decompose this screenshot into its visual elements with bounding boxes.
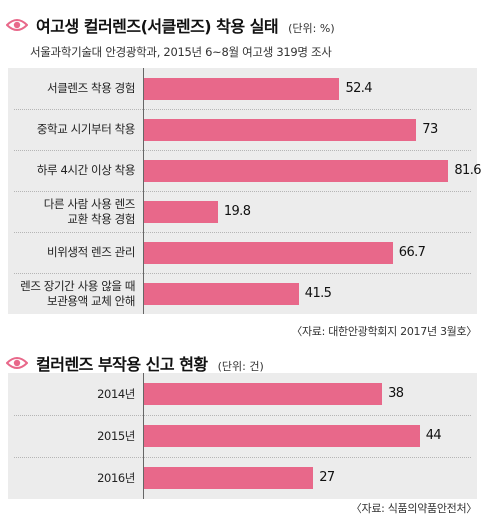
row-separator: [14, 415, 471, 416]
category-label: 2016년: [97, 470, 135, 485]
bar: [144, 425, 420, 447]
row-separator: [14, 457, 471, 458]
bar-value-label: 73: [422, 121, 438, 137]
category-label: 중학교 시기부터 착용: [36, 122, 136, 136]
bar: [144, 118, 417, 141]
category-label: 서클렌즈 착용 경험: [47, 81, 135, 95]
chart-1-subtitle: 서울과학기술대 안경광학과, 2015년 6~8월 여고생 319명 조사: [30, 45, 332, 59]
chart-1-title: 여고생 컬러렌즈(서클렌즈) 착용 실태: [36, 17, 279, 36]
eye-icon: [6, 357, 28, 369]
category-label: 다른 사람 사용 렌즈 교환 착용 경험: [43, 196, 136, 226]
eye-icon: [6, 19, 28, 31]
chart-1-unit: (단위: %): [288, 22, 335, 35]
y-axis-line: [143, 373, 144, 499]
bar-value-label: 52.4: [345, 80, 372, 96]
category-label: 하루 4시간 이상 착용: [36, 163, 136, 177]
bar-value-label: 44: [425, 428, 442, 443]
bar-value-label: 41.5: [304, 285, 332, 301]
bar: [144, 383, 383, 405]
chart-2-unit: (단위: 건): [217, 360, 264, 373]
chart-1-header: 여고생 컬러렌즈(서클렌즈) 착용 실태 (단위: %): [6, 13, 335, 37]
chart-1-source: 〈자료: 대한안광학회지 2017년 3월호〉: [291, 325, 477, 338]
bar: [144, 77, 340, 100]
bar: [144, 159, 449, 182]
category-label: 2014년: [97, 386, 135, 401]
row-separator: [14, 273, 471, 274]
chart-2-header: 컬러렌즈 부작용 신고 현황 (단위: 건): [6, 351, 264, 375]
bar: [144, 282, 299, 305]
bar-value-label: 27: [319, 470, 335, 485]
row-separator: [14, 232, 471, 233]
category-label: 렌즈 장기간 사용 않을 때 보관용액 교체 안해: [20, 278, 135, 308]
bar-value-label: 38: [388, 386, 404, 401]
row-separator: [14, 191, 471, 192]
chart-2-plot: 2014년 38 2015년 44 2016년 27: [0, 373, 485, 499]
chart-1-plot: 서클렌즈 착용 경험 52.4 중학교 시기부터 착용 73 하루 4시간 이상 착용 8…: [0, 68, 485, 314]
chart-1-panel: 여고생 컬러렌즈(서클렌즈) 착용 실태 (단위: %) 서울과학기술대 안경광…: [0, 13, 485, 338]
bar: [144, 467, 314, 489]
bar-value-label: 81.6: [454, 162, 481, 178]
row-separator: [14, 150, 471, 151]
chart-2-title: 컬러렌즈 부작용 신고 현황: [36, 355, 208, 374]
category-label: 비위생적 렌즈 관리: [47, 245, 135, 259]
bar: [144, 241, 393, 264]
row-separator: [14, 109, 471, 110]
chart-2-panel: 컬러렌즈 부작용 신고 현황 (단위: 건) 2014년 38 2015년 44 201…: [0, 345, 485, 528]
bar-value-label: 19.8: [223, 203, 251, 219]
bar: [144, 200, 218, 223]
chart-2-source: 〈자료: 식품의약품안전처〉: [350, 502, 478, 515]
bar-value-label: 66.7: [398, 244, 426, 260]
category-label: 2015년: [97, 428, 135, 443]
